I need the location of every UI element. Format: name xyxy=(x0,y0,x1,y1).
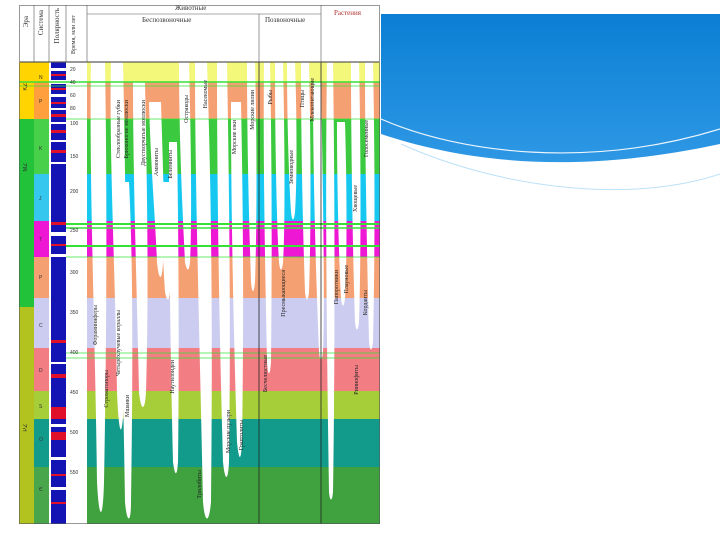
era-column xyxy=(19,62,34,524)
taxon-label: Трилобиты xyxy=(197,470,203,499)
time-tick: 150 xyxy=(70,154,79,160)
polarity-column-header: Полярность xyxy=(53,8,61,44)
period-label: S xyxy=(39,404,43,410)
era-column-header: Эра xyxy=(22,16,30,28)
period-label: D xyxy=(39,368,43,374)
time-tick: 500 xyxy=(70,430,79,436)
taxon-label: Голосеменные xyxy=(364,120,370,157)
time-tick: 40 xyxy=(70,80,76,86)
taxon-label: Стеклообразные губки xyxy=(116,100,122,159)
era-label-cenozoic: KZ xyxy=(23,83,29,91)
taxon-label: Брюхоногие моллюски xyxy=(124,100,130,159)
taxon-label: Строматопоры xyxy=(104,370,110,408)
taxon-label: Аммониты xyxy=(154,148,160,177)
vertebrates-header: Позвоночные xyxy=(265,16,306,24)
taxon-label: Плауновые xyxy=(344,265,350,294)
polarity-column xyxy=(51,62,66,524)
time-tick: 400 xyxy=(70,350,79,356)
taxon-label: Пресмыкающиеся xyxy=(281,270,287,317)
boundary-lines xyxy=(19,81,380,359)
time-tick: 100 xyxy=(70,121,79,127)
period-label: N xyxy=(39,75,43,81)
taxon-label: Земноводные xyxy=(289,150,295,185)
taxon-label: Хвощевые xyxy=(353,185,359,212)
plants-header: Растения xyxy=(334,9,361,17)
range-spindles xyxy=(90,62,375,519)
system-column-header: Система xyxy=(37,10,45,36)
taxon-label: Морские пузыри xyxy=(226,410,232,453)
taxon-label: Четырёхлучевые кораллы xyxy=(116,310,122,376)
period-label: P xyxy=(39,275,43,281)
taxon-label: Риниофиты xyxy=(354,365,360,395)
time-tick: 300 xyxy=(70,270,79,276)
taxon-label: Млекопитающие xyxy=(310,78,316,122)
taxon-label: Птицы xyxy=(300,90,306,108)
taxon-label: Белемниты xyxy=(168,150,174,179)
animals-header: Животные xyxy=(175,4,207,12)
time-tick: 250 xyxy=(70,228,79,234)
invertebrates-header: Беспозвоночные xyxy=(142,16,192,24)
period-label: J xyxy=(39,196,42,202)
time-tick: 450 xyxy=(70,390,79,396)
stratigraphic-chart xyxy=(19,62,380,524)
decorative-panel xyxy=(381,14,720,254)
taxon-label: Бесчелюстные xyxy=(263,355,269,393)
period-label: P xyxy=(39,99,43,105)
taxon-label: Мшанки xyxy=(125,395,131,417)
period-column xyxy=(34,62,49,524)
time-tick: 80 xyxy=(70,106,76,112)
header-grid xyxy=(19,5,380,62)
taxon-label: Морские ежи xyxy=(232,120,238,155)
time-tick: 350 xyxy=(70,310,79,316)
taxon-label: Фораминиферы xyxy=(93,305,99,346)
taxon-label: Граптолиты xyxy=(239,420,245,451)
time-tick: 60 xyxy=(70,93,76,99)
taxon-label: Папоротники xyxy=(334,270,340,305)
taxon-label: Остракоды xyxy=(184,95,190,123)
era-label-mesozoic: MZ xyxy=(23,163,29,172)
time-tick: 200 xyxy=(70,189,79,195)
taxon-label: Рыбы xyxy=(268,90,274,105)
period-label: K xyxy=(39,146,43,152)
time-column-header: Время, млн лет xyxy=(71,14,77,54)
era-label-paleozoic: PZ xyxy=(23,424,29,432)
taxon-label: Двустворчатые моллюски xyxy=(141,100,147,166)
period-label: O xyxy=(39,437,43,443)
taxon-label: Кордаиты xyxy=(363,290,369,316)
taxon-label: Морские лилии xyxy=(250,90,256,130)
taxon-label: Насекомые xyxy=(203,80,209,109)
time-tick: 550 xyxy=(70,470,79,476)
period-label: T xyxy=(39,237,43,243)
period-label: Є xyxy=(39,487,43,493)
period-label: C xyxy=(39,323,43,329)
time-tick: 20 xyxy=(70,67,76,73)
taxon-label: Наутилоидеи xyxy=(170,360,176,394)
